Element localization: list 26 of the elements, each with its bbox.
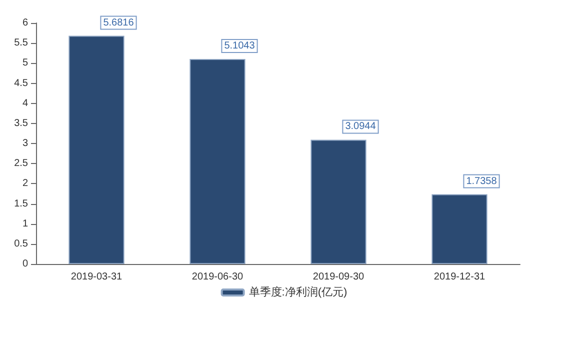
y-tick-label: 3 [22,138,28,149]
x-tick-label: 2019-12-31 [434,272,486,282]
data-label: 3.0944 [345,121,376,132]
y-tick-label: 1.5 [14,198,28,210]
y-tick-label: 2 [22,178,28,190]
legend-label: 单季度:净利润(亿元) [248,286,348,298]
x-tick-label: 2019-06-30 [192,272,244,282]
data-label: 1.7358 [466,176,498,187]
bar [190,58,246,264]
y-tick-label: 0 [22,258,28,270]
y-tick-label: 5.5 [14,38,28,49]
bar [310,140,366,264]
y-tick-label: 3.5 [14,118,28,129]
data-label: 5.1043 [224,40,256,52]
data-label: 5.6816 [103,17,134,28]
y-tick-label: 6 [22,18,28,28]
x-tick-label: 2019-03-31 [70,272,123,282]
x-tick-label: 2019-09-30 [312,272,365,282]
y-tick-label: 2.5 [14,158,28,170]
bar [432,194,488,264]
bar [68,36,124,264]
y-tick-label: 0.5 [14,238,28,250]
y-tick-label: 4 [22,98,28,109]
y-tick-label: 4.5 [14,78,28,89]
y-tick-label: 5 [22,58,28,69]
y-tick-label: 1 [22,218,28,230]
